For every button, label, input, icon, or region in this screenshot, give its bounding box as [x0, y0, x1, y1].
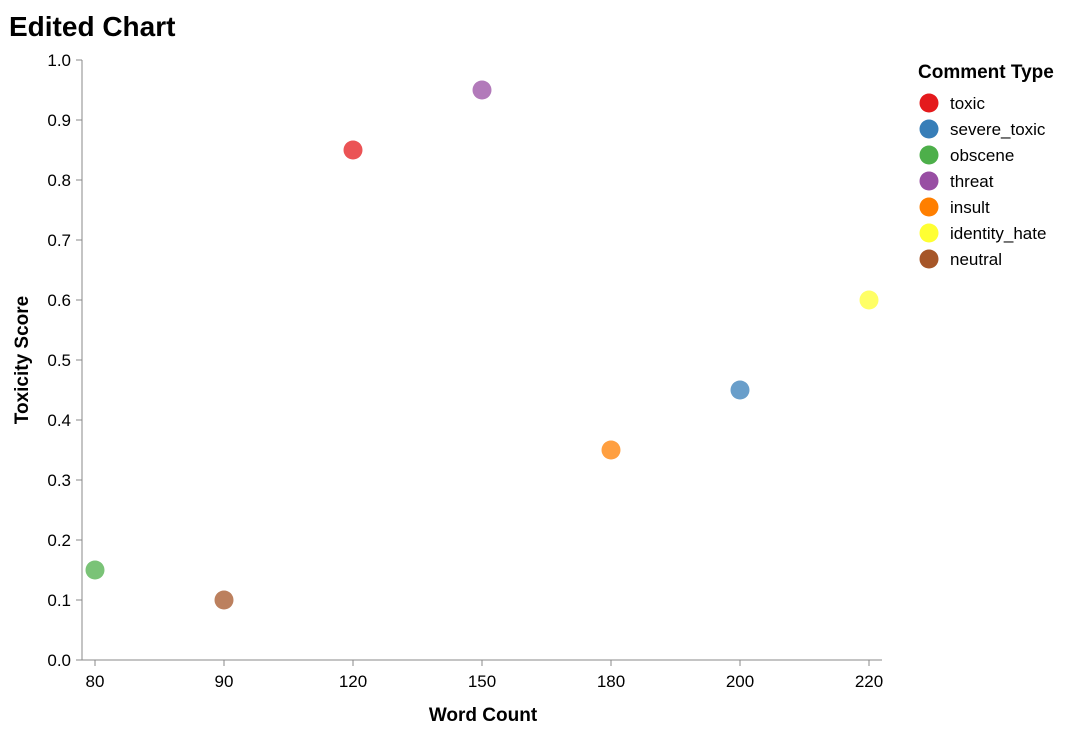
y-tick-label: 0.4	[47, 411, 71, 430]
data-point-identity-hate[interactable]	[859, 290, 879, 310]
legend-label: identity_hate	[950, 224, 1046, 243]
y-tick-label: 0.1	[47, 591, 71, 610]
y-axis-title: Toxicity Score	[12, 296, 33, 424]
legend-swatch-neutral	[919, 249, 939, 269]
data-point-threat[interactable]	[472, 80, 492, 100]
x-axis: 80 90 120 150 180 200 220	[82, 659, 883, 691]
legend-label: toxic	[950, 94, 985, 113]
y-axis: 0.0 0.1 0.2 0.3 0.4 0.5 0.6 0.7 0.8 0.9 1.0	[47, 51, 83, 670]
legend-swatch-toxic	[919, 93, 939, 113]
legend-label: severe_toxic	[950, 120, 1046, 139]
legend-swatch-threat	[919, 171, 939, 191]
x-tick-label: 200	[726, 672, 754, 691]
y-tick-label: 0.3	[47, 471, 71, 490]
data-point-insult[interactable]	[601, 440, 621, 460]
data-point-toxic[interactable]	[343, 140, 363, 160]
x-tick-label: 120	[339, 672, 367, 691]
y-tick-label: 0.8	[47, 171, 71, 190]
x-tick-label: 80	[86, 672, 105, 691]
data-point-severe-toxic[interactable]	[730, 380, 750, 400]
legend-swatch-severe-toxic	[919, 119, 939, 139]
legend-label: insult	[950, 198, 990, 217]
y-tick-label: 0.7	[47, 231, 71, 250]
y-tick-label: 1.0	[47, 51, 71, 70]
y-tick-label: 0.6	[47, 291, 71, 310]
x-tick-label: 150	[468, 672, 496, 691]
legend-swatch-obscene	[919, 145, 939, 165]
data-points	[85, 80, 879, 610]
legend-title: Comment Type	[918, 62, 1054, 83]
y-tick-label: 0.2	[47, 531, 71, 550]
legend-label: threat	[950, 172, 994, 191]
legend-swatch-identity-hate	[919, 223, 939, 243]
x-tick-label: 90	[215, 672, 234, 691]
legend-swatch-insult	[919, 197, 939, 217]
y-tick-label: 0.5	[47, 351, 71, 370]
y-tick-label: 0.0	[47, 651, 71, 670]
y-tick-label: 0.9	[47, 111, 71, 130]
data-point-obscene[interactable]	[85, 560, 105, 580]
legend-label: neutral	[950, 250, 1002, 269]
chart-title: Edited Chart	[9, 11, 175, 42]
data-point-neutral[interactable]	[214, 590, 234, 610]
x-axis-title: Word Count	[429, 705, 538, 726]
x-tick-label: 220	[855, 672, 883, 691]
x-tick-label: 180	[597, 672, 625, 691]
legend-label: obscene	[950, 146, 1014, 165]
